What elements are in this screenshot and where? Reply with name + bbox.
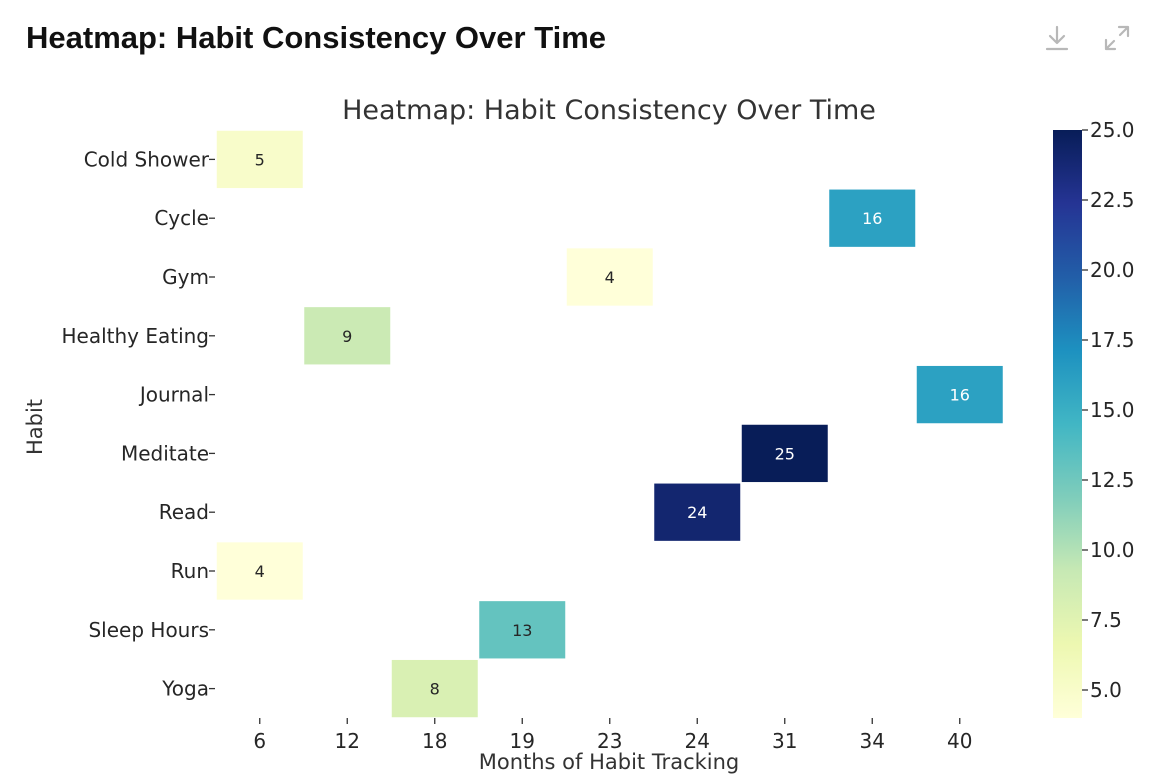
x-axis-label: Months of Habit Tracking [479, 750, 740, 774]
colorbar-tick-label: 7.5 [1090, 608, 1122, 632]
colorbar-tick-label: 20.0 [1090, 258, 1135, 282]
cell-value-label: 25 [775, 444, 795, 463]
y-tick-label: Healthy Eating [61, 324, 209, 348]
y-tick-label: Gym [162, 265, 209, 289]
expand-button[interactable] [1099, 20, 1135, 56]
x-tick-label: 19 [510, 729, 535, 753]
x-tick-label: 6 [253, 729, 266, 753]
cell-value-label: 4 [605, 268, 615, 287]
colorbar-tick-label: 15.0 [1090, 398, 1135, 422]
y-tick-label: Sleep Hours [88, 618, 209, 642]
download-icon [1045, 25, 1069, 51]
colorbar-tick-label: 22.5 [1090, 188, 1135, 212]
colorbar-tick-label: 25.0 [1090, 118, 1135, 142]
heatmap-cell [302, 305, 392, 366]
heatmap-cell [652, 482, 742, 543]
colorbar-tick-label: 12.5 [1090, 468, 1135, 492]
colorbar [1053, 130, 1082, 718]
card-title: Heatmap: Habit Consistency Over Time [26, 20, 606, 55]
heatmap-cell [215, 540, 305, 602]
y-tick-label: Run [171, 559, 209, 583]
cell-value-label: 24 [687, 503, 707, 522]
heatmap-cell [565, 246, 655, 308]
y-tick-label: Journal [138, 383, 209, 407]
cell-value-label: 16 [950, 386, 970, 405]
download-button[interactable] [1039, 20, 1075, 56]
heatmap-cell [215, 129, 305, 190]
x-tick-label: 23 [597, 729, 622, 753]
x-tick-label: 12 [335, 729, 360, 753]
x-tick-label: 31 [772, 729, 797, 753]
cell-value-label: 9 [342, 327, 352, 346]
y-axis-label: Habit [23, 399, 47, 455]
cell-value-label: 8 [430, 680, 440, 699]
heatmap-cell [915, 364, 1005, 425]
x-tick-label: 24 [685, 729, 710, 753]
colorbar-tick-label: 10.0 [1090, 538, 1135, 562]
cell-value-label: 4 [255, 562, 265, 581]
y-tick-label: Cycle [154, 206, 209, 230]
y-tick-label: Read [159, 500, 209, 524]
chart-title: Heatmap: Habit Consistency Over Time [342, 95, 876, 126]
x-tick-label: 18 [422, 729, 447, 753]
y-tick-label: Yoga [161, 677, 209, 701]
heatmap-cell [390, 658, 480, 719]
heatmap-cell [740, 423, 830, 484]
colorbar-tick-label: 5.0 [1090, 678, 1122, 702]
heatmap-cell [477, 599, 567, 660]
cell-value-label: 5 [255, 150, 265, 169]
heatmap-cell [827, 188, 917, 249]
cell-value-label: 13 [512, 621, 532, 640]
y-tick-label: Cold Shower [84, 147, 210, 171]
expand-icon [1104, 25, 1130, 51]
cell-value-label: 16 [862, 209, 882, 228]
y-tick-label: Meditate [121, 441, 209, 465]
x-tick-label: 34 [860, 729, 885, 753]
x-tick-label: 40 [947, 729, 972, 753]
colorbar-tick-label: 17.5 [1090, 328, 1135, 352]
